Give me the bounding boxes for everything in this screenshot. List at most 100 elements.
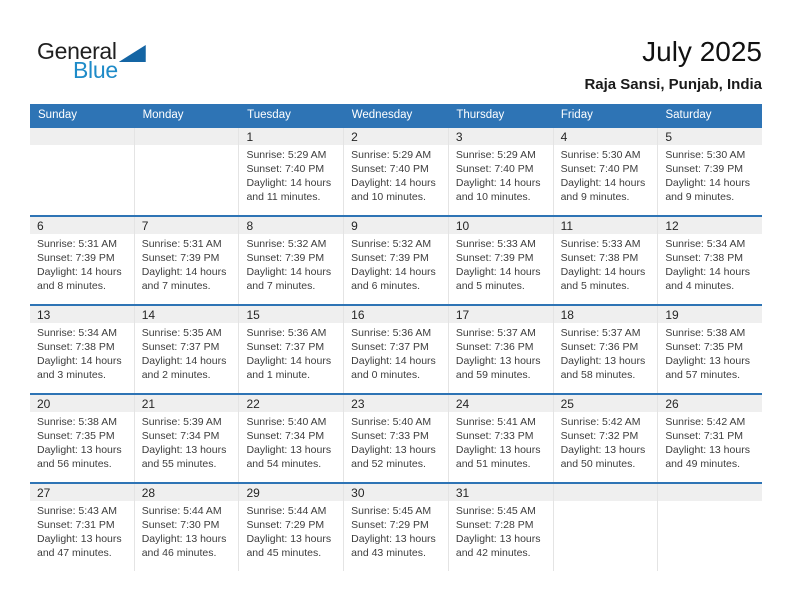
calendar-cell-day-13: 13 Sunrise: 5:34 AM Sunset: 7:38 PM Dayligh… [30, 306, 134, 393]
day-details: Sunrise: 5:40 AM Sunset: 7:34 PM Daylight:… [239, 412, 343, 471]
sunset-text: Sunset: 7:37 PM [351, 341, 429, 353]
calendar-cell-day-19: 19 Sunrise: 5:38 AM Sunset: 7:35 PM Dayligh… [657, 306, 763, 393]
day-number: 11 [553, 217, 658, 234]
day-details: Sunrise: 5:29 AM Sunset: 7:40 PM Daylight:… [449, 145, 553, 204]
weekday-label-tuesday: Tuesday [247, 109, 291, 121]
sunset-text: Sunset: 7:39 PM [351, 252, 429, 264]
day-number [553, 484, 658, 501]
day-details: Sunrise: 5:38 AM Sunset: 7:35 PM Daylight:… [658, 323, 762, 382]
day-details: Sunrise: 5:43 AM Sunset: 7:31 PM Daylight:… [30, 501, 134, 560]
day-number: 14 [134, 306, 239, 323]
sunrise-text: Sunrise: 5:43 AM [37, 505, 117, 517]
calendar-cell-day-17: 17 Sunrise: 5:37 AM Sunset: 7:36 PM Dayligh… [447, 306, 553, 393]
day-number [658, 484, 763, 501]
sunrise-text: Sunrise: 5:34 AM [665, 238, 746, 250]
sunrise-text: Sunrise: 5:33 AM [560, 238, 641, 250]
sunset-text: Sunset: 7:31 PM [37, 519, 115, 531]
calendar-cell-day-4: 4 Sunrise: 5:30 AM Sunset: 7:40 PM Daylight… [552, 128, 658, 215]
sunrise-text: Sunrise: 5:36 AM [351, 327, 432, 339]
daylight-text: Daylight: 13 hours and 45 minutes. [246, 533, 332, 559]
sunrise-text: Sunrise: 5:41 AM [455, 416, 536, 428]
day-details: Sunrise: 5:29 AM Sunset: 7:40 PM Daylight:… [239, 145, 343, 204]
daylight-text: Daylight: 14 hours and 9 minutes. [665, 177, 750, 203]
sunset-text: Sunset: 7:37 PM [246, 341, 325, 353]
day-number: 8 [239, 217, 344, 234]
daylight-text: Daylight: 13 hours and 43 minutes. [351, 533, 436, 559]
sunset-text: Sunset: 7:34 PM [141, 430, 220, 442]
calendar-cell-day-3: 3 Sunrise: 5:29 AM Sunset: 7:40 PM Daylight… [447, 128, 553, 215]
daylight-text: Daylight: 14 hours and 7 minutes. [141, 266, 227, 292]
day-details: Sunrise: 5:44 AM Sunset: 7:29 PM Daylight:… [239, 501, 343, 560]
calendar-cell-day-27: 27 Sunrise: 5:43 AM Sunset: 7:31 PM Dayligh… [30, 484, 134, 571]
calendar-cell-day-23: 23 Sunrise: 5:40 AM Sunset: 7:33 PM Dayligh… [343, 395, 448, 482]
logo-triangle-icon [118, 45, 146, 62]
sunrise-text: Sunrise: 5:29 AM [351, 149, 432, 161]
daylight-text: Daylight: 14 hours and 3 minutes. [37, 355, 122, 381]
day-number: 23 [344, 395, 448, 412]
day-details: Sunrise: 5:32 AM Sunset: 7:39 PM Daylight:… [239, 234, 343, 293]
calendar-cell-day-11: 11 Sunrise: 5:33 AM Sunset: 7:38 PM Dayligh… [552, 217, 658, 304]
sunrise-text: Sunrise: 5:29 AM [246, 149, 327, 161]
calendar-cell-day-18: 18 Sunrise: 5:37 AM Sunset: 7:36 PM Dayligh… [552, 306, 658, 393]
day-details: Sunrise: 5:35 AM Sunset: 7:37 PM Daylight:… [135, 323, 239, 382]
sunrise-text: Sunrise: 5:31 AM [141, 238, 222, 250]
sunset-text: Sunset: 7:31 PM [665, 430, 743, 442]
weekday-label-wednesday: Wednesday [351, 109, 413, 121]
day-number: 4 [553, 128, 658, 145]
day-details: Sunrise: 5:30 AM Sunset: 7:39 PM Daylight:… [658, 145, 762, 204]
sunset-text: Sunset: 7:39 PM [246, 252, 325, 264]
sunrise-text: Sunrise: 5:38 AM [665, 327, 746, 339]
calendar-cell-day-15: 15 Sunrise: 5:36 AM Sunset: 7:37 PM Dayligh… [238, 306, 344, 393]
day-details: Sunrise: 5:33 AM Sunset: 7:39 PM Daylight:… [449, 234, 553, 293]
sunrise-text: Sunrise: 5:38 AM [37, 416, 117, 428]
sunset-text: Sunset: 7:33 PM [351, 430, 429, 442]
day-number: 12 [658, 217, 763, 234]
daylight-text: Daylight: 14 hours and 11 minutes. [246, 177, 332, 203]
daylight-text: Daylight: 13 hours and 54 minutes. [246, 444, 332, 470]
daylight-text: Daylight: 13 hours and 47 minutes. [37, 533, 122, 559]
sunrise-text: Sunrise: 5:35 AM [141, 327, 222, 339]
daylight-text: Daylight: 14 hours and 9 minutes. [560, 177, 646, 203]
sunset-text: Sunset: 7:38 PM [560, 252, 639, 264]
day-details: Sunrise: 5:34 AM Sunset: 7:38 PM Daylight:… [30, 323, 134, 382]
sunrise-text: Sunrise: 5:42 AM [665, 416, 746, 428]
calendar-cell-day-25: 25 Sunrise: 5:42 AM Sunset: 7:32 PM Dayligh… [552, 395, 658, 482]
calendar-cell-day-9: 9 Sunrise: 5:32 AM Sunset: 7:39 PM Daylight… [343, 217, 448, 304]
day-details: Sunrise: 5:34 AM Sunset: 7:38 PM Daylight:… [658, 234, 762, 293]
sunrise-text: Sunrise: 5:30 AM [665, 149, 746, 161]
weekday-label-thursday: Thursday [456, 109, 505, 121]
calendar-cell-day-12: 12 Sunrise: 5:34 AM Sunset: 7:38 PM Dayligh… [657, 217, 763, 304]
day-details: Sunrise: 5:36 AM Sunset: 7:37 PM Daylight:… [344, 323, 448, 382]
daylight-text: Daylight: 13 hours and 46 minutes. [141, 533, 227, 559]
general-blue-logo: General Blue [37, 40, 146, 82]
day-number: 1 [239, 128, 344, 145]
sunset-text: Sunset: 7:35 PM [665, 341, 743, 353]
day-number: 6 [30, 217, 134, 234]
sunset-text: Sunset: 7:30 PM [141, 519, 220, 531]
daylight-text: Daylight: 13 hours and 52 minutes. [351, 444, 436, 470]
calendar-cell-empty [552, 484, 658, 571]
sunset-text: Sunset: 7:40 PM [246, 163, 325, 175]
sunset-text: Sunset: 7:28 PM [455, 519, 534, 531]
day-number: 20 [30, 395, 134, 412]
calendar-cell-empty [133, 128, 239, 215]
day-number: 9 [344, 217, 448, 234]
sunrise-text: Sunrise: 5:44 AM [246, 505, 327, 517]
sunrise-text: Sunrise: 5:32 AM [351, 238, 432, 250]
sunrise-text: Sunrise: 5:30 AM [560, 149, 641, 161]
sunrise-text: Sunrise: 5:37 AM [455, 327, 536, 339]
week-row: 27 Sunrise: 5:43 AM Sunset: 7:31 PM Dayligh… [30, 482, 763, 571]
calendar-cell-day-24: 24 Sunrise: 5:41 AM Sunset: 7:33 PM Dayligh… [447, 395, 553, 482]
daylight-text: Daylight: 14 hours and 6 minutes. [351, 266, 436, 292]
daylight-text: Daylight: 14 hours and 0 minutes. [351, 355, 436, 381]
weekday-label-sunday: Sunday [38, 109, 78, 121]
day-details: Sunrise: 5:42 AM Sunset: 7:32 PM Daylight:… [554, 412, 658, 471]
daylight-text: Daylight: 14 hours and 1 minute. [246, 355, 332, 381]
day-number: 5 [658, 128, 763, 145]
day-number: 15 [239, 306, 344, 323]
sunset-text: Sunset: 7:38 PM [37, 341, 115, 353]
daylight-text: Daylight: 13 hours and 51 minutes. [455, 444, 541, 470]
calendar-cell-empty [657, 484, 763, 571]
calendar-cell-day-1: 1 Sunrise: 5:29 AM Sunset: 7:40 PM Daylight… [238, 128, 344, 215]
calendar-cell-day-10: 10 Sunrise: 5:33 AM Sunset: 7:39 PM Dayligh… [447, 217, 553, 304]
